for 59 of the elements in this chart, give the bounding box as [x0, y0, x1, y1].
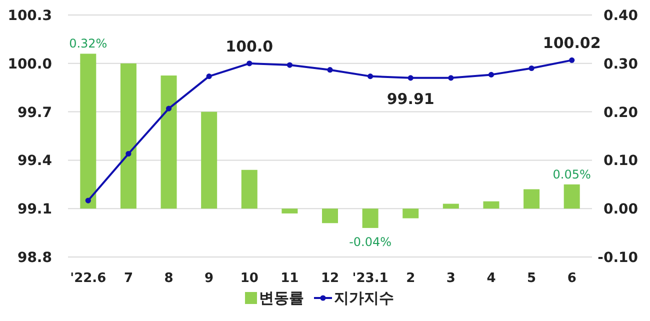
y2-tick-label: 0.20 [603, 104, 638, 121]
bar [160, 76, 177, 209]
bar [442, 204, 459, 209]
data-label: -0.04% [349, 234, 392, 249]
point [448, 75, 454, 81]
x-tick-label: 3 [446, 271, 456, 286]
point [408, 75, 414, 81]
x-tick-label: 10 [240, 271, 258, 286]
point [206, 74, 212, 80]
legend-label: 지가지수 [334, 289, 394, 307]
point [368, 74, 374, 80]
x-tick-label: 7 [124, 271, 133, 286]
bar [282, 208, 298, 214]
bar [564, 184, 580, 209]
data-label: 99.91 [386, 90, 434, 108]
x-tick-label: '23.1 [352, 271, 388, 286]
bar [322, 208, 338, 224]
bar [362, 208, 378, 228]
x-tick-label: 4 [486, 271, 496, 286]
bar [483, 201, 500, 209]
y2-tick-label: 0.10 [603, 153, 638, 170]
point [488, 72, 494, 78]
y-tick-label: 100.0 [8, 56, 52, 72]
bar [241, 170, 258, 209]
x-tick-label: 8 [164, 271, 174, 286]
y-tick-label: 98.8 [17, 250, 52, 266]
bar [201, 112, 218, 209]
y2-tick-label: 0.00 [603, 202, 638, 218]
x-tick-label: '22.6 [70, 271, 106, 286]
y-tick-label: 100.3 [8, 8, 52, 24]
point [528, 65, 534, 72]
point [327, 67, 333, 73]
legend-label: 변동률 [259, 289, 304, 307]
x-tick-label: 2 [406, 271, 416, 286]
point [85, 198, 91, 204]
y-tick-label: 99.7 [17, 104, 52, 121]
point [166, 106, 172, 112]
bar [524, 189, 540, 209]
data-label: 0.05% [552, 167, 591, 182]
x-tick-label: 6 [567, 271, 576, 286]
x-tick-label: 5 [527, 271, 536, 286]
bar [120, 63, 136, 209]
y2-tick-label: 0.30 [603, 56, 638, 72]
x-tick-label: 12 [320, 271, 340, 286]
y-tick-label: 99.1 [17, 202, 52, 218]
point [126, 150, 132, 157]
point [286, 62, 292, 68]
point [569, 57, 575, 63]
x-tick-label: 9 [204, 271, 214, 286]
y-tick-label: 99.4 [17, 153, 52, 170]
data-label: 100.02 [542, 34, 601, 52]
y2-tick-label: 0.40 [603, 8, 638, 24]
y2-tick-label: -0.10 [598, 250, 638, 266]
bar [80, 54, 96, 209]
x-tick-label: 11 [280, 271, 299, 286]
point [246, 60, 252, 66]
data-label: 100.0 [226, 37, 274, 56]
bar [402, 208, 419, 218]
data-label: 0.32% [69, 36, 108, 51]
